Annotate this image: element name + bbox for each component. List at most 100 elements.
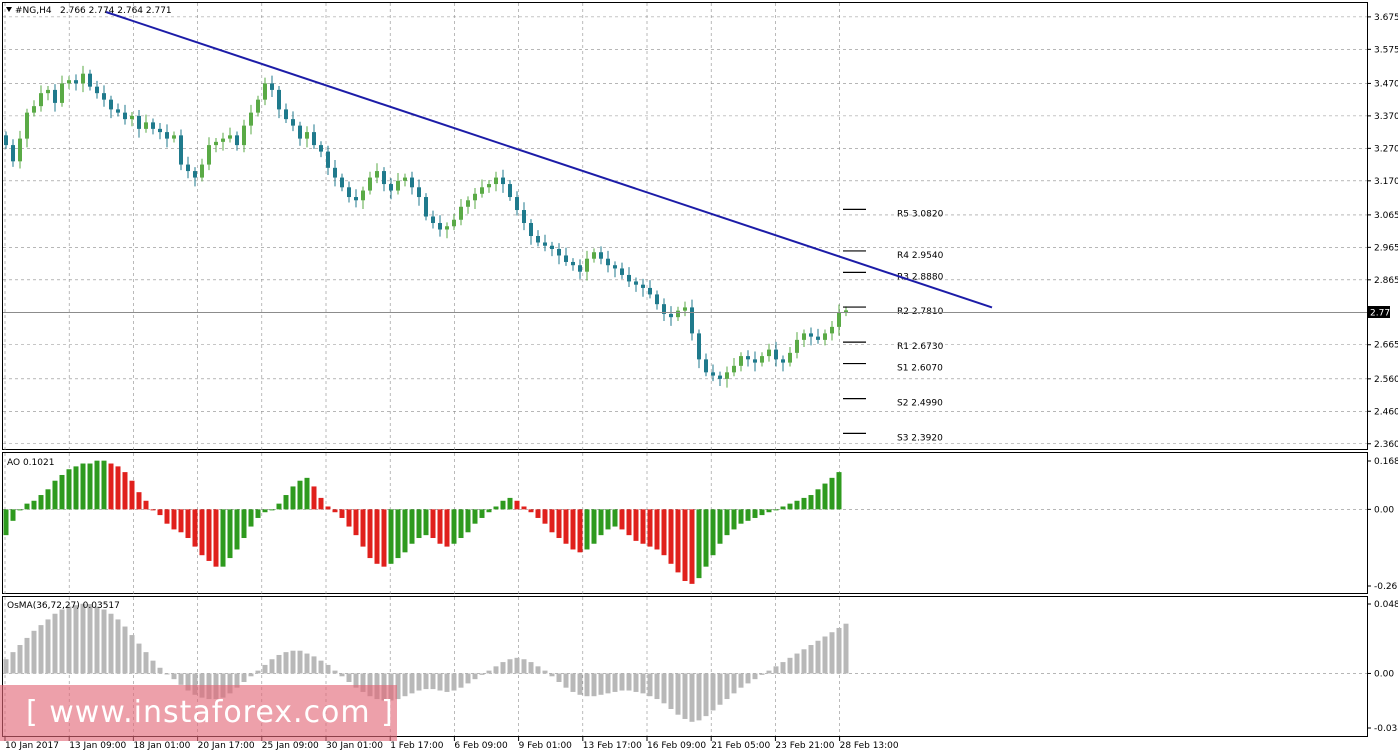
candle [165, 124, 169, 148]
histogram-bar [465, 509, 471, 533]
histogram-bar [360, 509, 366, 547]
histogram-bar [801, 497, 807, 510]
histogram-bar [101, 609, 107, 674]
histogram-bar [759, 509, 765, 516]
histogram-bar [773, 509, 779, 511]
histogram-bar [52, 480, 58, 510]
candle [347, 181, 351, 203]
ao-panel-frame [2, 452, 1368, 594]
symbol-dropdown-icon[interactable] [6, 7, 12, 12]
histogram-bar [17, 509, 23, 511]
candle [368, 171, 372, 195]
candle [767, 343, 771, 362]
histogram-bar [143, 652, 149, 674]
histogram-bar [87, 604, 93, 674]
candle [648, 280, 652, 299]
candle [389, 178, 393, 200]
histogram-bar [409, 673, 415, 694]
candle [186, 156, 190, 179]
candle [396, 173, 400, 195]
histogram-bar [549, 673, 555, 677]
candle [25, 108, 29, 148]
candle [550, 241, 554, 257]
trendline[interactable] [105, 11, 993, 309]
candle [130, 111, 134, 127]
histogram-bar [633, 673, 639, 692]
candle [809, 327, 813, 346]
candle [333, 160, 337, 187]
candle [844, 306, 848, 317]
histogram-bar [738, 673, 744, 688]
candle [501, 169, 505, 193]
histogram-bar [185, 509, 191, 539]
histogram-bar [661, 673, 667, 704]
price-tick-label: 3.270 [1374, 144, 1398, 154]
histogram-bar [710, 673, 716, 711]
osma-label: OsMA(36,72,27) 0.03517 [7, 601, 120, 611]
candle [403, 173, 407, 187]
histogram-bar [710, 509, 716, 556]
histogram-bar [283, 652, 289, 674]
indicator-tick-label: 0.04885 [1374, 600, 1398, 610]
candle [67, 76, 71, 89]
histogram-bar [752, 509, 758, 518]
histogram-bar [612, 673, 618, 692]
histogram-bar [318, 497, 324, 510]
histogram-bar [269, 659, 275, 674]
histogram-bar [780, 506, 786, 510]
candle [431, 210, 435, 229]
histogram-bar [542, 509, 548, 524]
histogram-bar [465, 673, 471, 684]
price-tick-label: 2.665 [1374, 341, 1398, 351]
candle [718, 371, 722, 386]
histogram-bar [493, 506, 499, 510]
histogram-bar [80, 463, 86, 510]
histogram-bar [479, 673, 485, 675]
histogram-bar [577, 673, 583, 695]
candle [263, 77, 267, 106]
candle [627, 267, 631, 287]
candle [221, 132, 225, 151]
histogram-bar [94, 606, 100, 674]
histogram-bar [255, 670, 261, 674]
histogram-bar [780, 662, 786, 674]
price-panel-frame [2, 2, 1368, 450]
indicator-tick-label: 0.1688 [1374, 457, 1398, 467]
histogram-bar [619, 673, 625, 691]
candle [634, 277, 638, 292]
candle [235, 131, 239, 151]
candle [578, 259, 582, 279]
histogram-bar [801, 649, 807, 674]
histogram-bar [108, 463, 114, 510]
candle [585, 250, 589, 281]
histogram-bar [535, 666, 541, 674]
histogram-bar [171, 673, 177, 680]
histogram-bar [458, 509, 464, 539]
candle [697, 329, 701, 369]
histogram-bar [703, 673, 709, 717]
histogram-bar [164, 673, 170, 675]
time-tick-label: 6 Feb 09:00 [454, 741, 508, 751]
histogram-bar [640, 673, 646, 694]
histogram-bar [591, 673, 597, 697]
price-tick-label: 3.575 [1374, 45, 1398, 55]
histogram-bar [66, 606, 72, 674]
time-tick-label: 23 Feb 21:00 [775, 741, 834, 751]
histogram-bar [836, 472, 842, 510]
histogram-bar [150, 660, 156, 674]
histogram-bar [38, 495, 44, 510]
candle [214, 137, 218, 153]
histogram-bar [717, 673, 723, 705]
histogram-bar [87, 463, 93, 510]
histogram-bar [451, 673, 457, 691]
histogram-bar [227, 509, 233, 559]
histogram-bar [262, 509, 268, 513]
histogram-bar [633, 509, 639, 541]
histogram-bar [521, 659, 527, 674]
histogram-bar [584, 673, 590, 697]
histogram-bar [437, 509, 443, 544]
histogram-bar [122, 472, 128, 510]
histogram-bar [164, 509, 170, 524]
candle [599, 246, 603, 265]
candle [795, 332, 799, 359]
